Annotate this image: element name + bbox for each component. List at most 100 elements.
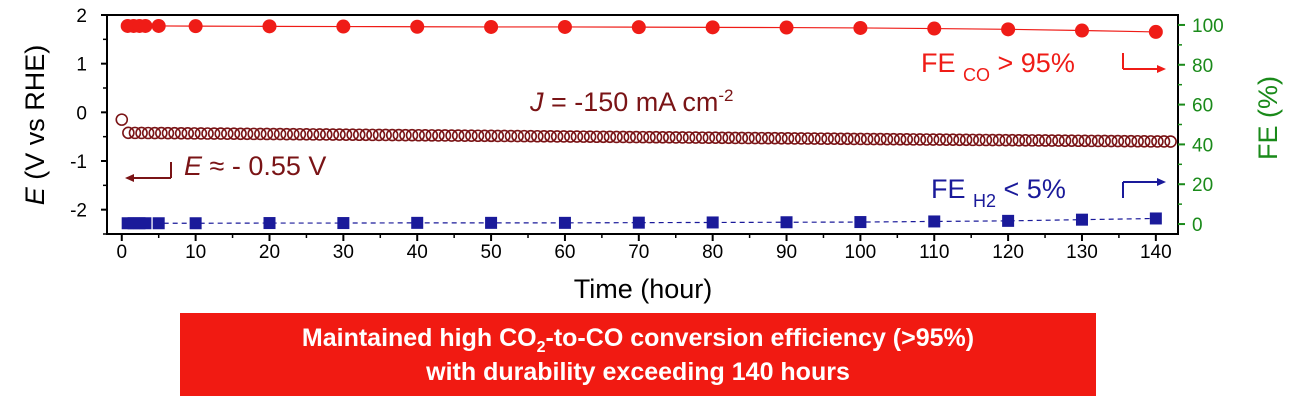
right-tick-label: 80 xyxy=(1192,56,1213,77)
potential-point xyxy=(372,128,386,142)
potential-point xyxy=(643,130,656,144)
potential-point xyxy=(221,127,234,140)
potential-point xyxy=(986,133,999,147)
potential-point xyxy=(214,127,228,140)
potential-point xyxy=(808,132,821,145)
potential-point xyxy=(1032,134,1045,147)
potential-point xyxy=(379,128,392,142)
left-tick-label: 2 xyxy=(76,6,87,27)
potential-point xyxy=(1071,134,1085,148)
potential-point xyxy=(1098,134,1111,148)
potential-point xyxy=(141,126,155,140)
potential-point xyxy=(188,127,201,140)
potential-point xyxy=(498,129,511,143)
potential-point xyxy=(1052,134,1065,147)
right-tick-label: 40 xyxy=(1192,135,1213,156)
potential-point xyxy=(590,130,604,144)
potential-point xyxy=(676,131,689,144)
potential-point xyxy=(564,130,577,143)
potential-point xyxy=(511,129,524,143)
potential-point xyxy=(517,129,531,143)
fe-co-point xyxy=(484,19,499,34)
potential-point xyxy=(148,126,162,140)
potential-point xyxy=(471,129,485,143)
right-ticks: 0 20 40 60 80 100 xyxy=(1178,16,1224,236)
fe-h2-point xyxy=(263,217,276,230)
potential-point xyxy=(412,128,425,142)
potential-point xyxy=(1085,134,1098,148)
potential-point xyxy=(1065,134,1078,148)
potential-point xyxy=(788,132,801,145)
potential-point xyxy=(504,129,518,143)
potential-point xyxy=(946,133,960,147)
potential-point xyxy=(887,132,900,146)
potential-point xyxy=(1025,134,1039,147)
potential-point xyxy=(781,132,795,145)
potential-point xyxy=(366,128,379,142)
potential-point xyxy=(201,127,214,140)
potential-point xyxy=(260,127,274,141)
potential-point xyxy=(1144,135,1158,148)
left-tick-label: 1 xyxy=(76,55,87,76)
stability-chart: 0 10 20 30 40 50 60 70 80 90 100 110 120 130 140 -2-10… xyxy=(20,6,1283,304)
potential-point xyxy=(973,133,986,147)
potential-point xyxy=(227,127,241,141)
right-tick-label: 60 xyxy=(1192,96,1213,117)
potential-point xyxy=(465,129,478,142)
potential-point xyxy=(253,127,267,141)
potential-point xyxy=(920,133,933,146)
potential-point xyxy=(161,126,175,140)
potential-point xyxy=(610,130,623,144)
right-axis-title: FE (%) xyxy=(1253,76,1283,160)
potential-point xyxy=(438,129,452,142)
potential-point xyxy=(280,127,293,141)
fe-co-point xyxy=(1148,24,1163,39)
potential-point xyxy=(1091,134,1105,148)
fe-h2-point xyxy=(189,217,202,230)
x-tick-label: 70 xyxy=(628,242,649,263)
fe-h2-point xyxy=(854,216,867,229)
potential-point xyxy=(174,126,188,140)
potential-point xyxy=(300,128,313,141)
conclusion-banner: Maintained high CO2-to-CO conversion eff… xyxy=(180,313,1096,396)
left-tick-label: 0 xyxy=(76,103,87,124)
potential-point xyxy=(854,132,867,146)
potential-point xyxy=(880,132,894,146)
potential-point xyxy=(339,128,353,141)
fe-co-point xyxy=(336,19,351,34)
potential-point xyxy=(900,133,914,146)
potential-point xyxy=(451,129,465,142)
x-tick-label: 20 xyxy=(259,242,280,263)
potential-point xyxy=(583,130,597,143)
x-tick-label: 10 xyxy=(185,242,206,263)
fe-h2-point xyxy=(928,215,941,228)
fe-co-series xyxy=(120,18,1163,39)
fe-co-point xyxy=(1074,23,1089,38)
potential-point xyxy=(1157,135,1171,148)
potential-point xyxy=(913,133,927,146)
fe-co-point xyxy=(853,20,868,35)
potential-point xyxy=(115,113,129,126)
potential-point xyxy=(907,133,920,146)
potential-point xyxy=(333,128,346,141)
potential-point xyxy=(405,128,419,142)
potential-point xyxy=(570,130,584,143)
potential-point xyxy=(240,127,254,141)
potential-point xyxy=(1058,134,1072,147)
potential-point xyxy=(953,133,966,147)
fe-h2-point xyxy=(337,217,350,230)
potential-point xyxy=(273,127,287,141)
x-axis-title: Time (hour) xyxy=(574,274,713,304)
potential-point xyxy=(966,133,980,147)
potential-point xyxy=(1005,133,1019,147)
potential-point xyxy=(603,130,617,144)
potential-point xyxy=(748,131,762,145)
potential-point xyxy=(616,130,630,144)
potential-point xyxy=(425,129,439,142)
x-tick-label: 130 xyxy=(1066,242,1098,263)
potential-point xyxy=(999,133,1013,147)
potential-point xyxy=(979,133,993,147)
potential-point xyxy=(801,132,815,145)
x-tick-label: 140 xyxy=(1140,242,1172,263)
potential-point xyxy=(821,132,834,145)
